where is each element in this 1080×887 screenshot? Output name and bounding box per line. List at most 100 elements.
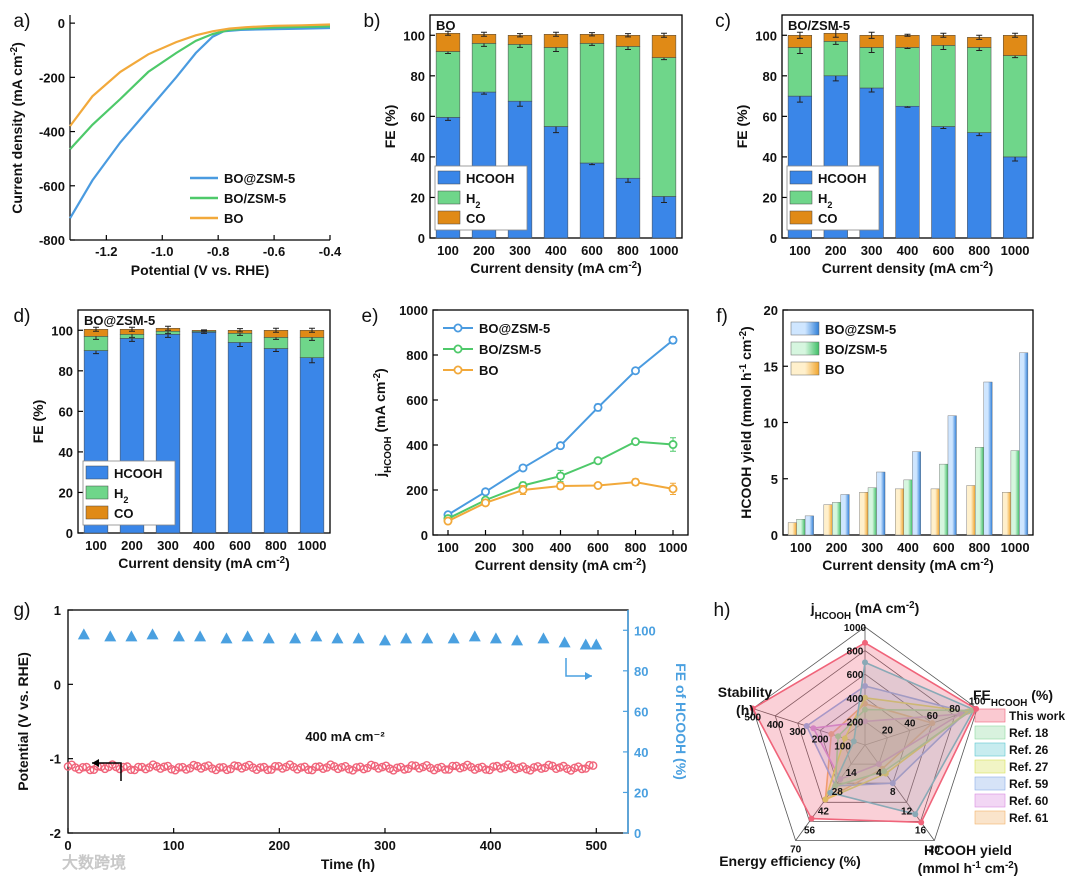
potential-point <box>588 761 598 770</box>
potential-point <box>215 763 224 772</box>
x-tick-label: 200 <box>473 243 495 258</box>
bar-hcooh <box>299 357 325 534</box>
y-tick-label: 80 <box>59 364 73 379</box>
error-bar <box>201 329 207 332</box>
radar-tick-label: 80 <box>949 704 961 715</box>
radar-tick-label: 100 <box>834 742 851 753</box>
legend-swatch <box>790 321 820 336</box>
potential-point <box>414 764 424 773</box>
bar-h <box>931 45 956 127</box>
y-tick-label: 40 <box>59 445 73 460</box>
bar-bozsm5 <box>903 479 913 536</box>
bar-h <box>543 47 569 127</box>
bar-h <box>615 46 641 179</box>
radar-axis-label: Energy efficiency (%) <box>719 853 861 869</box>
x-tick-label: 100 <box>437 243 459 258</box>
error-bar <box>517 33 523 38</box>
y-tick-label: 5 <box>771 472 778 487</box>
y-tick-label: -1 <box>49 752 61 767</box>
series-line-0 <box>69 26 331 219</box>
error-bar <box>129 326 135 332</box>
radar-point <box>918 819 925 826</box>
bar-h <box>651 57 677 197</box>
y-axis-label: jHCOOH (mA cm-2) <box>372 368 394 477</box>
label-part: (mA cm <box>851 600 906 616</box>
potential-point <box>296 763 306 772</box>
legend-swatch <box>974 742 1006 757</box>
radar-series <box>812 713 961 781</box>
legend-marker <box>453 323 463 333</box>
potential-point <box>270 762 280 771</box>
y-tick-label: 100 <box>51 323 73 338</box>
radar-axis-label: jHCOOH (mA cm-2) <box>810 600 919 622</box>
y-tick-label: 0 <box>66 526 73 541</box>
legend-swatch <box>974 725 1006 740</box>
x-tick-label: 100 <box>790 540 812 555</box>
error-bar <box>273 327 279 333</box>
radar-tick-label: 800 <box>847 647 864 658</box>
x-tick-label: 200 <box>825 243 847 258</box>
fe-point <box>511 634 524 646</box>
legend-swatch <box>974 776 1006 791</box>
bar-bozsm5 <box>974 447 984 536</box>
radar-tick-label: 200 <box>812 734 829 745</box>
label-part: HCOOH <box>991 698 1027 709</box>
radar-point <box>841 735 848 742</box>
y-tick-label: 0 <box>54 677 61 692</box>
bar-bozsm5 <box>832 502 842 536</box>
legend-swatch <box>437 210 461 225</box>
error-bar <box>93 326 99 332</box>
arrow-right <box>565 658 592 677</box>
x-tick-label: 200 <box>475 540 497 555</box>
legend-entry: BO@ZSM-5 <box>479 321 550 336</box>
potential-point <box>78 763 88 772</box>
data-point <box>480 498 490 508</box>
radar-series <box>834 708 975 787</box>
label-part: -1 <box>738 363 749 372</box>
x-tick-label: 100 <box>437 540 459 555</box>
legend-swatch <box>85 505 109 520</box>
fe-point <box>289 632 302 644</box>
label-part: (mmol h <box>918 860 972 876</box>
error-bar <box>481 31 487 37</box>
label-part: -2 <box>372 372 383 381</box>
label-part: -2 <box>980 557 989 568</box>
legend-swatch <box>85 485 109 500</box>
radar-tick-label: 70 <box>790 844 802 855</box>
data-point <box>556 471 566 481</box>
y2-tick-label: 0 <box>634 826 641 841</box>
bar-bozsm5 <box>804 515 814 536</box>
y-axis-label: FE (%) <box>734 105 750 149</box>
radar-tick-label: 28 <box>832 787 844 798</box>
y-tick-label: 100 <box>403 28 425 43</box>
potential-point <box>551 764 561 774</box>
bar-h <box>823 41 848 77</box>
y-axis-label: FE (%) <box>30 400 46 444</box>
x-tick-label: 600 <box>933 540 955 555</box>
legend-entry: BO@ZSM-5 <box>224 171 295 186</box>
error-bar <box>625 33 631 38</box>
bar-hcooh <box>931 126 956 239</box>
fe-point <box>590 638 603 650</box>
label-part: -2 <box>276 555 285 566</box>
x-tick-label: 300 <box>509 243 531 258</box>
bar-co <box>1002 35 1028 56</box>
data-point <box>593 456 603 466</box>
x-tick-label: 1000 <box>298 538 327 553</box>
radar-tick-label: 400 <box>767 720 784 731</box>
x-tick-label: 600 <box>581 243 603 258</box>
legend-entry: BO <box>825 362 845 377</box>
error-bar <box>796 31 803 39</box>
y-tick-label: 400 <box>406 438 428 453</box>
label-part: HCOOH <box>383 436 394 472</box>
y-tick-label: 0 <box>421 528 428 543</box>
potential-point <box>222 765 232 775</box>
x-tick-label: 800 <box>968 243 990 258</box>
panel-title: BO@ZSM-5 <box>84 313 155 328</box>
legend-entry: This work <box>1009 709 1065 723</box>
radar-tick-label: 16 <box>915 825 927 836</box>
arrow-left <box>92 762 122 781</box>
potential-point <box>577 764 587 774</box>
data-point <box>593 480 603 490</box>
radar-point <box>808 815 815 822</box>
